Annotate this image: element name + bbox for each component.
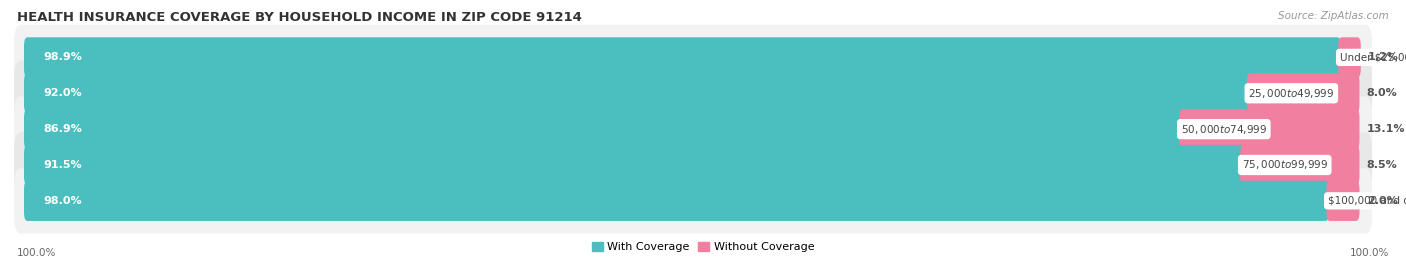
Text: Source: ZipAtlas.com: Source: ZipAtlas.com bbox=[1278, 11, 1389, 21]
Text: 13.1%: 13.1% bbox=[1367, 124, 1405, 134]
Text: HEALTH INSURANCE COVERAGE BY HOUSEHOLD INCOME IN ZIP CODE 91214: HEALTH INSURANCE COVERAGE BY HOUSEHOLD I… bbox=[17, 11, 582, 24]
FancyBboxPatch shape bbox=[14, 132, 1372, 198]
FancyBboxPatch shape bbox=[14, 97, 1372, 162]
Legend: With Coverage, Without Coverage: With Coverage, Without Coverage bbox=[588, 237, 818, 256]
FancyBboxPatch shape bbox=[14, 168, 1372, 233]
FancyBboxPatch shape bbox=[1326, 181, 1360, 221]
Text: 98.0%: 98.0% bbox=[44, 196, 82, 206]
FancyBboxPatch shape bbox=[24, 109, 1182, 149]
FancyBboxPatch shape bbox=[1339, 37, 1361, 77]
FancyBboxPatch shape bbox=[24, 181, 1329, 221]
Text: 92.0%: 92.0% bbox=[44, 88, 82, 98]
Text: 8.0%: 8.0% bbox=[1367, 88, 1398, 98]
FancyBboxPatch shape bbox=[14, 25, 1372, 90]
Text: 100.0%: 100.0% bbox=[1350, 248, 1389, 258]
Text: Under $25,000: Under $25,000 bbox=[1340, 52, 1406, 62]
Text: 91.5%: 91.5% bbox=[44, 160, 82, 170]
Text: $100,000 and over: $100,000 and over bbox=[1327, 196, 1406, 206]
Text: $75,000 to $99,999: $75,000 to $99,999 bbox=[1241, 158, 1327, 171]
FancyBboxPatch shape bbox=[1180, 109, 1360, 149]
Text: 2.0%: 2.0% bbox=[1367, 196, 1398, 206]
Text: 1.2%: 1.2% bbox=[1368, 52, 1399, 62]
FancyBboxPatch shape bbox=[24, 145, 1243, 185]
Text: $25,000 to $49,999: $25,000 to $49,999 bbox=[1249, 87, 1334, 100]
FancyBboxPatch shape bbox=[1247, 73, 1360, 113]
Text: $50,000 to $74,999: $50,000 to $74,999 bbox=[1181, 123, 1267, 136]
FancyBboxPatch shape bbox=[14, 61, 1372, 126]
Text: 8.5%: 8.5% bbox=[1367, 160, 1398, 170]
Text: 98.9%: 98.9% bbox=[44, 52, 82, 62]
Text: 86.9%: 86.9% bbox=[44, 124, 82, 134]
FancyBboxPatch shape bbox=[24, 73, 1250, 113]
FancyBboxPatch shape bbox=[24, 37, 1341, 77]
FancyBboxPatch shape bbox=[1240, 145, 1360, 185]
Text: 100.0%: 100.0% bbox=[17, 248, 56, 258]
